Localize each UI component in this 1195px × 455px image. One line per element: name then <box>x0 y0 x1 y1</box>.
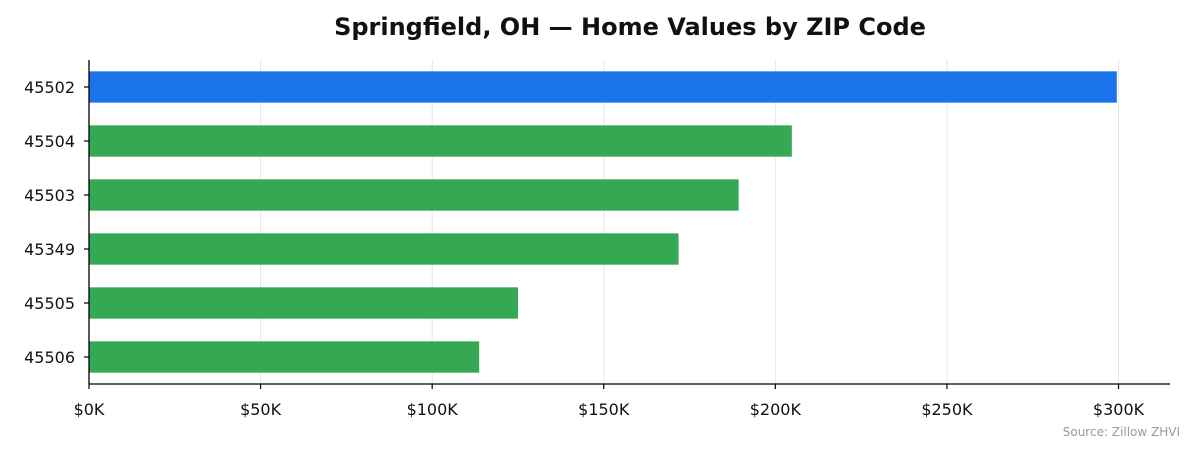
chart-title: Springfield, OH — Home Values by ZIP Cod… <box>334 13 926 41</box>
y-tick-label-45506: 45506 <box>24 348 75 367</box>
x-tick-label: $300K <box>1093 400 1145 419</box>
y-tick-label-45505: 45505 <box>24 294 75 313</box>
x-tick-label: $0K <box>74 400 105 419</box>
source-note: Source: Zillow ZHVI <box>1063 425 1180 439</box>
bar-45349 <box>89 233 679 265</box>
bar-45505 <box>89 287 518 319</box>
bar-45502 <box>89 71 1117 103</box>
x-tick-label: $150K <box>578 400 630 419</box>
x-tick-labels: $0K $50K $100K $150K $200K $250K $300K <box>74 384 1145 419</box>
y-tick-label-45349: 45349 <box>24 240 75 259</box>
bar-45506 <box>89 341 480 373</box>
y-tick-label-45502: 45502 <box>24 78 75 97</box>
y-tick-labels: 45502 45504 45503 45349 45505 45506 <box>24 78 89 367</box>
x-tick-label: $50K <box>240 400 282 419</box>
y-tick-label-45504: 45504 <box>24 132 75 151</box>
bar-45504 <box>89 125 792 157</box>
gridlines <box>260 60 1120 384</box>
x-tick-label: $250K <box>921 400 973 419</box>
bars <box>89 71 1117 373</box>
x-tick-label: $100K <box>407 400 459 419</box>
axes <box>88 60 1170 385</box>
bar-45503 <box>89 179 739 211</box>
y-tick-label-45503: 45503 <box>24 186 75 205</box>
x-tick-label: $200K <box>750 400 802 419</box>
